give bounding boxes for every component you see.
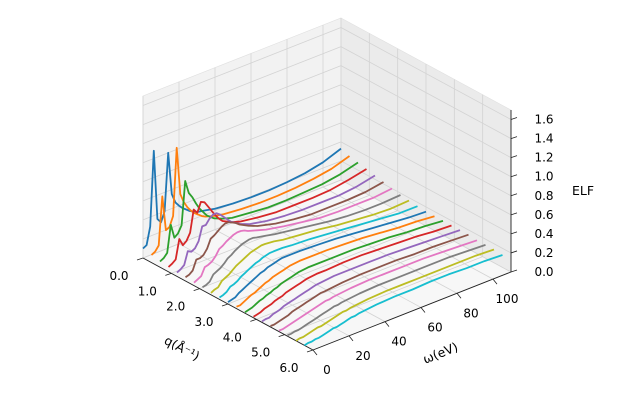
elf-tick-label: 0.2 <box>534 246 553 260</box>
grid-left-z <box>142 46 342 125</box>
grid-floor-q <box>256 240 455 320</box>
omega-tick-mark <box>312 349 318 356</box>
grid-left-z <box>142 179 342 259</box>
omega-axis-line <box>312 271 512 351</box>
elf-tick-mark <box>510 231 518 235</box>
series-line-q5.7 <box>304 254 503 347</box>
series-line-q2.4 <box>210 199 410 294</box>
grid-left-z <box>142 141 342 221</box>
series-line-q3.6 <box>244 220 444 313</box>
omega-tick-label: 0 <box>323 363 331 377</box>
grid-floor-w <box>322 186 494 280</box>
series-line-q4.8 <box>278 239 478 332</box>
series-line-q5.1 <box>287 244 486 337</box>
grid-floor-w <box>250 215 422 308</box>
grid-back-z <box>340 160 512 254</box>
grid-left-z <box>142 65 342 145</box>
grid-back-z <box>340 65 512 158</box>
grid-back-z <box>340 27 512 120</box>
grid-back-z <box>340 122 512 216</box>
series-line-q2.7 <box>219 205 418 299</box>
elf-tick-label: 1.4 <box>534 132 553 146</box>
omega-tick-label: 80 <box>463 306 478 320</box>
q-tick-label: 2.0 <box>166 300 185 314</box>
series-line-q3 <box>227 210 427 303</box>
series-line-q4.2 <box>261 229 461 323</box>
elf-tick-mark <box>510 193 518 197</box>
grid-back-z <box>340 84 512 178</box>
series-line-q3.3 <box>236 215 435 308</box>
elf-tick-label: 0.4 <box>534 227 553 241</box>
elf-tick-mark <box>510 174 518 178</box>
z-axis-label: ELF <box>572 183 594 198</box>
omega-tick-label: 100 <box>496 292 519 306</box>
omega-tick-mark <box>420 307 426 313</box>
grid-floor-w <box>178 243 350 337</box>
omega-tick-mark <box>492 278 498 285</box>
q-tick-label: 4.0 <box>223 330 242 344</box>
q-tick-label: 3.0 <box>194 315 213 329</box>
elf-tick-mark <box>510 269 518 273</box>
elf-tick-mark <box>510 136 518 139</box>
elf-tick-label: 1.6 <box>534 113 553 127</box>
grid-floor-w <box>214 229 386 322</box>
elf-tick-label: 0.0 <box>534 265 553 279</box>
q-tick-mark <box>221 303 229 307</box>
elf-tick-label: 0.8 <box>534 189 553 203</box>
elf-tick-mark <box>510 250 518 254</box>
omega-tick-mark <box>456 293 462 299</box>
series-line-q2.1 <box>202 194 401 289</box>
y-axis-label: ω(eV) <box>421 339 460 367</box>
series-line-q1.8 <box>193 187 393 284</box>
q-tick-mark <box>278 334 285 338</box>
series-line-q5.4 <box>295 248 495 342</box>
omega-tick-label: 20 <box>355 349 370 363</box>
series-line-q0.9 <box>167 168 367 268</box>
series-line-q0 <box>142 147 342 250</box>
x-axis-label: q(Å⁻¹) <box>162 333 202 364</box>
series-line-q1.2 <box>176 174 376 274</box>
q-tick-mark <box>193 288 200 292</box>
grid-lines <box>142 18 512 351</box>
elf-tick-mark <box>510 155 518 159</box>
q-tick-label: 1.0 <box>138 284 157 298</box>
q-tick-label: 5.0 <box>251 346 270 360</box>
omega-tick-mark <box>384 321 390 327</box>
q-tick-mark <box>306 349 314 353</box>
omega-tick-label: 40 <box>391 335 406 349</box>
q-tick-label: 6.0 <box>279 361 298 375</box>
grid-floor-q <box>284 256 483 336</box>
q-tick-mark <box>165 272 172 276</box>
omega-tick-mark <box>348 335 354 342</box>
q-tick-label: 0.0 <box>109 269 128 283</box>
q-tick-mark <box>136 257 144 261</box>
grid-left-z <box>142 27 342 106</box>
elf-tick-label: 1.0 <box>534 170 553 184</box>
elf-tick-label: 0.6 <box>534 208 553 222</box>
grid-back-z <box>340 46 512 139</box>
tick-labels: 0.0 1.0 2.0 3.0 4.0 5.0 6.0 0 20 40 60 80 100 0.0 0.2 0… <box>109 113 553 378</box>
grid-back-z <box>340 103 512 197</box>
series-line-q1.5 <box>185 181 384 278</box>
grid-floor-q <box>227 225 427 305</box>
grid-floor-w <box>286 200 458 294</box>
grid-left-z <box>142 122 342 202</box>
elf-tick-mark <box>510 117 518 120</box>
omega-tick-label: 60 <box>427 321 442 335</box>
q-tick-mark <box>250 318 257 322</box>
series-line-q4.5 <box>270 233 469 327</box>
elf-tick-label: 1.2 <box>534 151 553 165</box>
elf-tick-mark <box>510 212 518 216</box>
series-lines <box>142 146 503 347</box>
series-line-q0.6 <box>159 161 359 263</box>
series-line-q0.3 <box>150 146 351 256</box>
series-line-q3.9 <box>253 224 452 318</box>
grid-back-z <box>340 141 512 235</box>
